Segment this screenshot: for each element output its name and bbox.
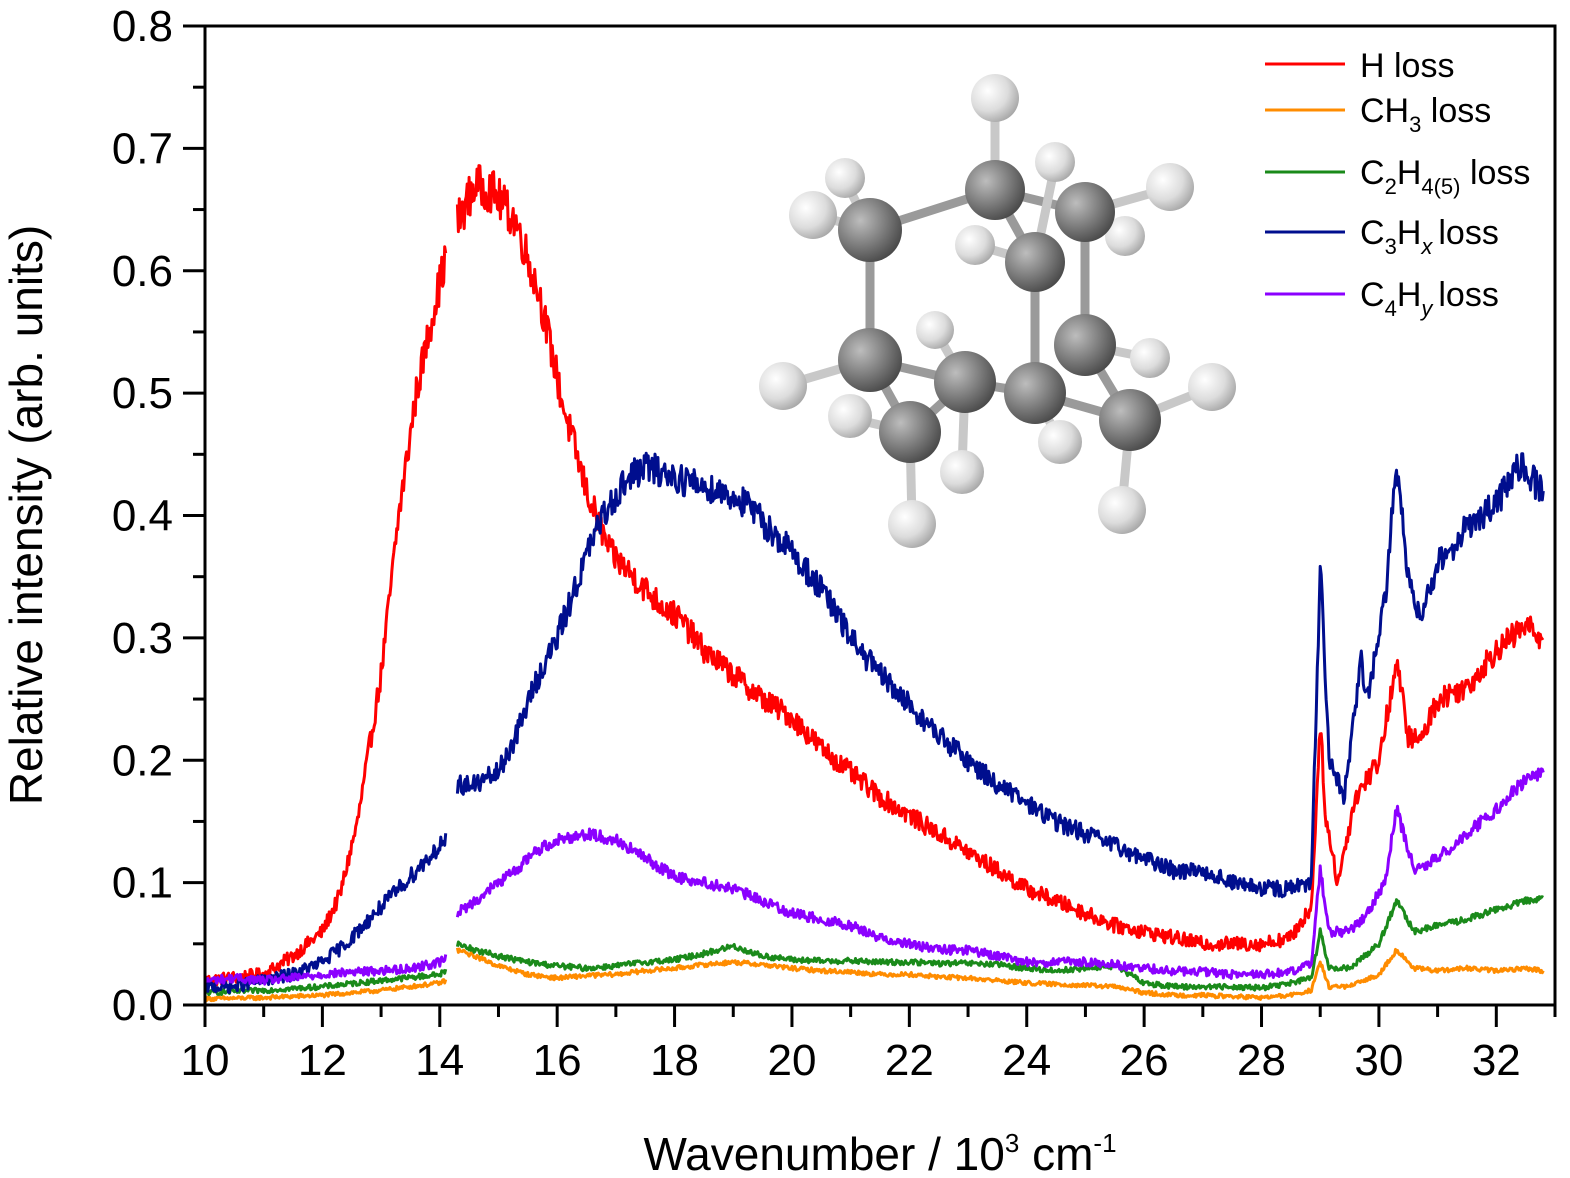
x-tick-label: 26 [1120,1036,1169,1085]
series-layer [205,164,1545,1003]
x-tick-label: 12 [298,1036,347,1085]
legend-label-h-loss: H loss [1360,47,1454,85]
y-axis-title: Relative intensity (arb. units) [0,225,52,805]
series-line-ch3-loss [205,947,1545,1003]
x-tick-label: 22 [885,1036,934,1085]
y-tick-label: 0.2 [112,736,173,785]
legend: H loss CH3 loss C2H4(5) loss C3Hx loss C4… [1265,47,1530,321]
axes-layer: 10 12 14 16 18 20 22 24 26 28 30 32 0.0 0.1 0.2 0.3 0.4 0… [112,2,1557,1085]
molecule-structure-image [759,74,1236,548]
series-line-h-loss [205,164,1545,987]
x-tick-label: 28 [1237,1036,1286,1085]
y-tick-label: 0.0 [112,981,173,1030]
series-line-c3hx-loss [205,451,1545,994]
y-tick-label: 0.3 [112,614,173,663]
x-axis-title: Wavenumber / 103 cm-1 [643,1128,1116,1178]
y-tick-label: 0.7 [112,124,173,173]
legend-label-ch3-loss: CH3 loss [1360,92,1491,137]
x-tick-label: 14 [415,1036,464,1085]
x-tick-label: 24 [1002,1036,1051,1085]
y-tick-label: 0.5 [112,369,173,418]
x-tick-label: 20 [767,1036,816,1085]
x-tick-label: 10 [181,1036,230,1085]
y-tick-label: 0.1 [112,859,173,908]
series-line-c2h4-5-loss [205,895,1544,997]
legend-label-c4hy-loss: C4Hy loss [1360,276,1499,321]
y-tick-label: 0.6 [112,247,173,296]
x-tick-label: 30 [1354,1036,1403,1085]
series-line-c4hy-loss [205,767,1545,986]
legend-label-c2h4-loss: C2H4(5) loss [1360,154,1530,199]
x-tick-label: 18 [650,1036,699,1085]
x-tick-label: 32 [1472,1036,1521,1085]
y-tick-label: 0.4 [112,492,173,541]
legend-label-c3hx-loss: C3Hx loss [1360,214,1499,259]
plot-frame [203,24,1557,1007]
x-tick-label: 16 [533,1036,582,1085]
y-tick-label: 0.8 [112,2,173,51]
